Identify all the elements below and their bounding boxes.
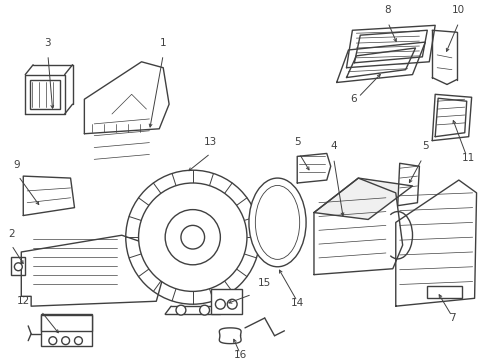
Circle shape (74, 337, 82, 345)
Text: 12: 12 (17, 296, 30, 306)
Text: 1: 1 (160, 38, 166, 48)
Text: 10: 10 (451, 5, 465, 15)
Text: 15: 15 (257, 278, 270, 288)
Circle shape (215, 299, 225, 309)
Polygon shape (336, 42, 425, 82)
Polygon shape (297, 153, 330, 183)
Polygon shape (313, 178, 412, 220)
Bar (30, 80, 60, 109)
Polygon shape (21, 235, 163, 306)
Circle shape (138, 183, 246, 291)
Text: 7: 7 (447, 313, 454, 323)
Text: 16: 16 (233, 350, 246, 360)
Circle shape (49, 337, 57, 345)
Circle shape (125, 170, 259, 304)
Text: 9: 9 (13, 160, 20, 170)
Bar (11, 257, 25, 275)
Text: 11: 11 (461, 153, 474, 163)
Bar (427, 287, 461, 298)
Text: 6: 6 (349, 94, 356, 104)
Ellipse shape (248, 178, 305, 267)
Circle shape (227, 299, 237, 309)
Bar (41, 314, 92, 346)
Polygon shape (346, 48, 415, 77)
Ellipse shape (255, 185, 299, 259)
Polygon shape (431, 94, 471, 141)
Text: 3: 3 (44, 38, 51, 48)
Circle shape (165, 210, 220, 265)
Text: 2: 2 (8, 229, 15, 239)
Text: 5: 5 (293, 136, 300, 147)
Circle shape (14, 263, 22, 271)
Polygon shape (25, 75, 64, 114)
Polygon shape (23, 176, 74, 216)
Bar (41, 315, 92, 331)
Polygon shape (84, 62, 169, 134)
Polygon shape (313, 178, 402, 275)
Text: 4: 4 (330, 141, 336, 152)
Polygon shape (397, 163, 419, 206)
Circle shape (61, 337, 69, 345)
Text: 8: 8 (384, 5, 390, 15)
Polygon shape (354, 30, 427, 63)
Circle shape (181, 225, 204, 249)
Polygon shape (395, 180, 476, 306)
Text: 14: 14 (290, 298, 303, 308)
Bar (210, 289, 242, 314)
Polygon shape (346, 25, 434, 68)
Polygon shape (434, 98, 466, 137)
Text: 5: 5 (421, 141, 428, 152)
Circle shape (176, 305, 185, 315)
Text: 13: 13 (203, 136, 217, 147)
Circle shape (199, 305, 209, 315)
